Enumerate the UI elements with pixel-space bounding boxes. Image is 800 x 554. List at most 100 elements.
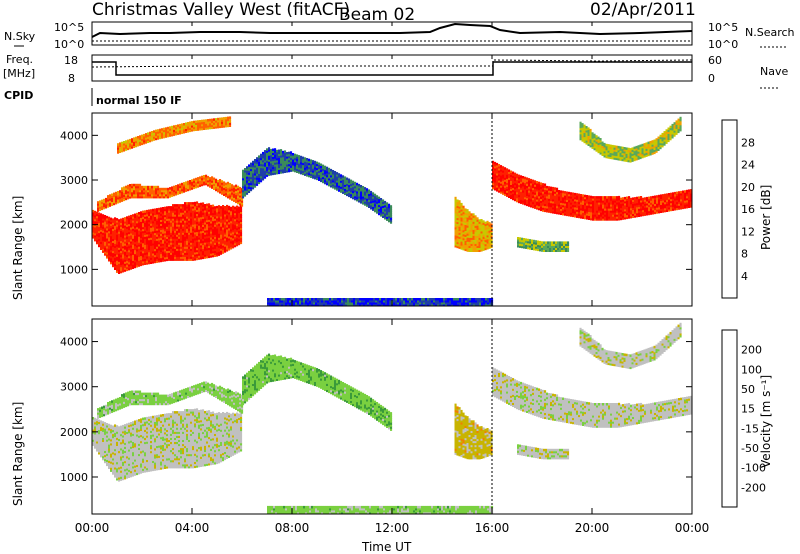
- power-cell: [524, 194, 527, 198]
- power-cell: [145, 195, 148, 199]
- power-cell: [312, 160, 315, 163]
- power-cell: [202, 208, 205, 211]
- power-cell: [358, 194, 361, 197]
- freq-tick-bottom: 8: [68, 72, 75, 85]
- power-cell: [322, 164, 325, 168]
- power-cell: [500, 165, 503, 168]
- power-cell: [248, 184, 251, 187]
- power-cell: [128, 217, 131, 221]
- power-cell: [105, 199, 108, 203]
- power-cell: [534, 188, 537, 191]
- power-cell: [133, 183, 136, 187]
- power-cell: [356, 192, 359, 196]
- power-cell: [678, 199, 681, 202]
- power-cell: [140, 211, 143, 214]
- power-cell: [310, 159, 313, 162]
- power-cell: [104, 233, 107, 236]
- power-cell: [179, 123, 182, 127]
- power-cell: [526, 185, 529, 188]
- power-cell: [122, 243, 125, 247]
- power-cell: [131, 146, 134, 149]
- power-cell: [110, 247, 113, 251]
- power-cell: [181, 131, 184, 134]
- power-cell: [159, 193, 162, 197]
- power-cell: [166, 218, 169, 221]
- power-cell: [458, 242, 461, 245]
- power-cell: [238, 236, 241, 240]
- power-cell: [196, 239, 199, 243]
- power-cell: [123, 147, 126, 150]
- power-cell: [176, 256, 179, 259]
- power-cell: [145, 133, 148, 136]
- power-cell: [638, 198, 641, 201]
- power-cell: [142, 262, 145, 266]
- power-cell: [266, 162, 269, 165]
- power-cell: [171, 133, 174, 137]
- power-cell: [360, 189, 363, 192]
- power-cell: [616, 204, 619, 207]
- power-cell: [176, 226, 179, 229]
- power-cell: [272, 170, 275, 174]
- power-cell: [262, 151, 265, 155]
- power-cell: [172, 212, 175, 215]
- power-cell: [179, 129, 182, 133]
- power-cell: [139, 195, 142, 199]
- power-cell: [676, 199, 679, 203]
- power-cell: [314, 176, 317, 180]
- power-cell: [282, 152, 285, 156]
- power-cell: [266, 172, 269, 175]
- power-cell: [184, 240, 187, 243]
- power-cell: [506, 194, 509, 197]
- power-cell: [135, 191, 138, 195]
- power-cell: [246, 166, 249, 169]
- cpid-value: normal 150 IF: [96, 94, 182, 107]
- power-cell: [678, 203, 681, 206]
- power-cell: [196, 227, 199, 230]
- power-cell: [658, 196, 661, 200]
- power-cell: [378, 200, 381, 204]
- power-cell: [472, 247, 475, 250]
- power-cell: [526, 187, 529, 190]
- power-cell: [196, 249, 199, 253]
- power-cell: [328, 171, 331, 175]
- power-cell: [175, 193, 178, 196]
- power-cell: [136, 244, 139, 248]
- power-cell: [168, 238, 171, 241]
- power-cell: [212, 216, 215, 220]
- power-cell: [316, 161, 319, 165]
- power-cell: [219, 121, 222, 125]
- power-cell: [126, 220, 129, 223]
- power-cell: [256, 175, 259, 178]
- power-cell: [146, 213, 149, 217]
- power-cell: [108, 248, 111, 252]
- power-cell: [552, 201, 555, 204]
- power-cell: [139, 143, 142, 146]
- power-cell: [666, 193, 669, 196]
- power-cell: [146, 220, 149, 223]
- power-cell: [212, 228, 215, 232]
- power-cell: [582, 196, 585, 199]
- power-cell: [476, 219, 479, 222]
- power-cell: [106, 215, 109, 219]
- power-cell: [165, 131, 168, 134]
- power-cell: [188, 228, 191, 231]
- power-cell: [154, 212, 157, 215]
- power-cell: [468, 233, 471, 236]
- power-cell: [132, 224, 135, 227]
- power-cell: [484, 239, 487, 243]
- power-cell: [146, 246, 149, 249]
- power-cell: [492, 168, 495, 172]
- power-cell: [500, 169, 503, 172]
- power-cell: [492, 164, 495, 168]
- power-cell: [166, 236, 169, 239]
- power-cell: [196, 201, 199, 204]
- power-cell: [124, 231, 127, 234]
- power-cell: [238, 222, 241, 226]
- power-cell: [636, 202, 639, 206]
- power-cell: [192, 236, 195, 239]
- power-cell: [326, 174, 329, 178]
- power-cell: [147, 189, 150, 193]
- power-cell: [140, 263, 143, 267]
- power-cell: [594, 196, 597, 199]
- power-cell: [458, 228, 461, 231]
